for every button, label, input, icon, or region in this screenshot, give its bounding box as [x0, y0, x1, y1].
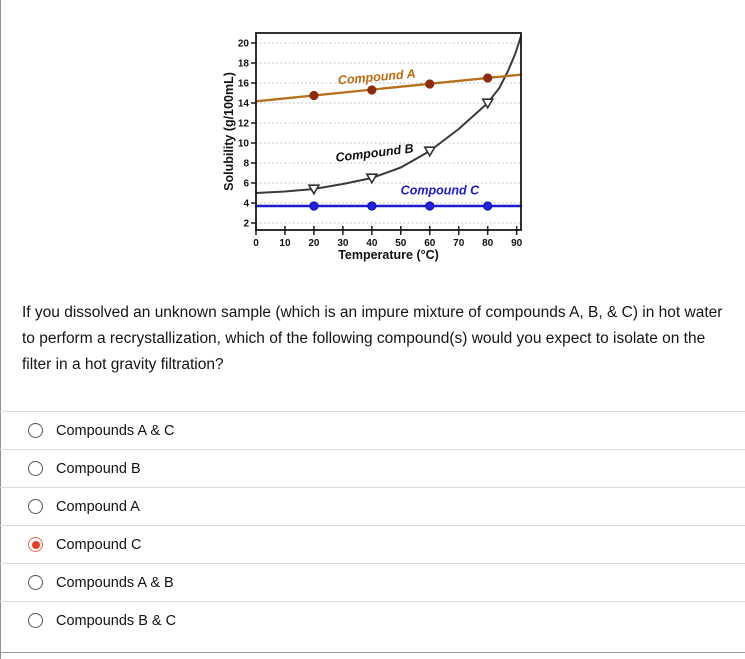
option-row[interactable]: Compounds A & B	[0, 563, 745, 601]
option-row[interactable]: Compound A	[0, 487, 745, 525]
solubility-chart-svg: Compound C Compound B Compound A 2 4 6 8 10 12 14…	[222, 32, 523, 262]
chart-gridlines	[256, 42, 521, 224]
svg-text:Compound A: Compound A	[337, 67, 416, 88]
option-label: Compounds A & C	[56, 422, 175, 439]
svg-text:80: 80	[482, 238, 494, 249]
radio-button-icon[interactable]	[28, 499, 43, 514]
svg-text:20: 20	[308, 238, 320, 249]
option-row[interactable]: Compound B	[0, 449, 745, 487]
svg-text:16: 16	[238, 79, 250, 90]
svg-text:Compound B: Compound B	[335, 141, 415, 164]
option-label: Compounds B & C	[56, 612, 177, 629]
radio-button-icon[interactable]	[28, 423, 43, 438]
svg-text:10: 10	[238, 139, 250, 150]
svg-text:50: 50	[395, 238, 407, 249]
x-axis-label: Temperature (°C)	[338, 248, 439, 262]
svg-text:4: 4	[243, 199, 249, 210]
svg-text:6: 6	[243, 179, 249, 190]
option-label: Compounds A & B	[56, 574, 174, 591]
series-compound-a: Compound A	[254, 67, 523, 103]
question-text: If you dissolved an unknown sample (whic…	[22, 304, 723, 373]
svg-text:14: 14	[238, 99, 250, 110]
radio-button-selected-icon[interactable]	[28, 537, 43, 552]
page-bottom-border	[0, 652, 745, 653]
option-row[interactable]: Compound C	[0, 525, 745, 563]
chart-axes: 2 4 6 8 10 12 14 16 18 20 0 10 20 30 40 50 60 70 80 90 Tempe…	[222, 32, 523, 262]
options-list: Compounds A & C Compound B Compound A Compo…	[0, 411, 745, 639]
option-label: Compound A	[56, 498, 140, 515]
radio-button-icon[interactable]	[28, 575, 43, 590]
radio-button-icon[interactable]	[28, 461, 43, 476]
svg-text:8: 8	[243, 159, 249, 170]
svg-text:18: 18	[238, 59, 250, 70]
svg-text:40: 40	[366, 238, 378, 249]
option-label: Compound B	[56, 460, 141, 477]
svg-text:60: 60	[424, 238, 436, 249]
svg-text:30: 30	[337, 238, 349, 249]
y-axis-label: Solubility (g/100mL)	[222, 72, 236, 191]
option-label: Compound C	[56, 536, 142, 553]
svg-text:10: 10	[279, 238, 291, 249]
svg-text:0: 0	[253, 238, 259, 249]
page-left-border	[0, 0, 1, 659]
solubility-chart: Compound C Compound B Compound A 2 4 6 8 10 12 14…	[220, 10, 550, 276]
radio-dot-icon	[31, 540, 40, 549]
svg-text:12: 12	[238, 119, 250, 130]
option-row[interactable]: Compounds A & C	[0, 411, 745, 449]
svg-text:70: 70	[453, 238, 465, 249]
option-row[interactable]: Compounds B & C	[0, 601, 745, 639]
series-compound-b: Compound B	[255, 35, 522, 196]
svg-text:20: 20	[238, 39, 250, 50]
svg-text:Compound C: Compound C	[401, 184, 480, 198]
series-compound-c: Compound C	[254, 184, 523, 211]
radio-button-icon[interactable]	[28, 613, 43, 628]
svg-text:2: 2	[243, 219, 249, 230]
svg-text:90: 90	[511, 238, 523, 249]
